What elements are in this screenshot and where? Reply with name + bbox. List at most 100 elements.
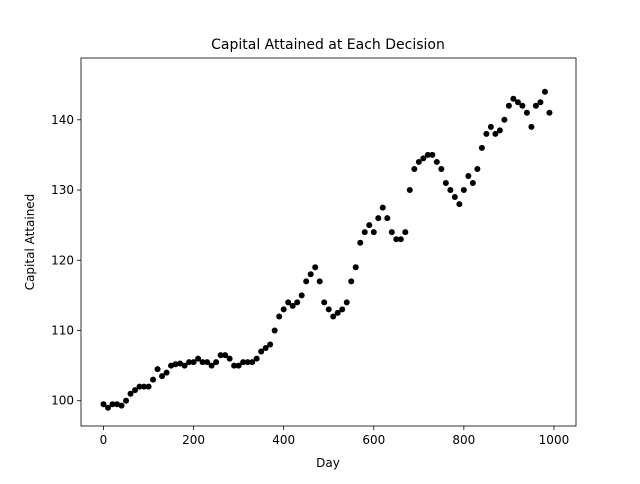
- point: [420, 155, 427, 162]
- y-tick-label: 100: [51, 394, 74, 408]
- x-tick-label: 400: [272, 433, 295, 447]
- x-axis-label: Day: [316, 456, 340, 470]
- point: [208, 362, 215, 369]
- y-tick-label: 130: [51, 183, 74, 197]
- point: [190, 359, 197, 366]
- point: [496, 127, 503, 134]
- point: [186, 359, 193, 366]
- point: [118, 402, 125, 409]
- point: [289, 302, 296, 309]
- point: [294, 299, 301, 306]
- point: [123, 397, 130, 404]
- point: [321, 299, 328, 306]
- point: [163, 369, 170, 376]
- point: [258, 348, 265, 355]
- point: [478, 144, 485, 151]
- point: [393, 236, 400, 243]
- point: [253, 355, 260, 362]
- point: [424, 151, 431, 158]
- point: [172, 361, 179, 368]
- point: [127, 390, 134, 397]
- point: [141, 383, 148, 390]
- point: [222, 352, 229, 359]
- point: [546, 109, 553, 116]
- point: [213, 359, 220, 366]
- point: [528, 123, 535, 130]
- point: [415, 158, 422, 165]
- point: [514, 99, 521, 106]
- point: [357, 239, 364, 246]
- point: [181, 362, 188, 369]
- plot-frame: [80, 57, 577, 427]
- point: [483, 130, 490, 137]
- point: [285, 299, 292, 306]
- point: [276, 313, 283, 320]
- point: [537, 99, 544, 106]
- point: [159, 373, 166, 380]
- point: [492, 130, 499, 137]
- point: [307, 271, 314, 278]
- point: [154, 366, 161, 373]
- point: [280, 306, 287, 313]
- point: [168, 362, 175, 369]
- point: [249, 359, 256, 366]
- point: [303, 278, 310, 285]
- point: [330, 313, 337, 320]
- point: [226, 355, 233, 362]
- point: [429, 151, 436, 158]
- point: [325, 306, 332, 313]
- point: [339, 306, 346, 313]
- point: [501, 116, 508, 123]
- point: [388, 229, 395, 236]
- point: [379, 204, 386, 211]
- point: [298, 292, 305, 299]
- point: [145, 383, 152, 390]
- point: [510, 95, 517, 102]
- point: [469, 180, 476, 187]
- point: [474, 165, 481, 172]
- point: [204, 359, 211, 366]
- point: [411, 165, 418, 172]
- point: [235, 362, 242, 369]
- point: [267, 341, 274, 348]
- point: [505, 102, 512, 109]
- point: [541, 88, 548, 95]
- point: [262, 345, 269, 352]
- point: [244, 359, 251, 366]
- x-tick-label: 0: [100, 433, 108, 447]
- point: [384, 215, 391, 222]
- point: [456, 201, 463, 208]
- point: [366, 222, 373, 229]
- point: [100, 401, 107, 408]
- point: [217, 352, 224, 359]
- point: [451, 194, 458, 201]
- point: [361, 229, 368, 236]
- x-tick-label: 1000: [539, 433, 570, 447]
- point: [460, 187, 467, 194]
- y-tick-label: 140: [51, 113, 74, 127]
- point: [397, 236, 404, 243]
- x-tick-label: 200: [182, 433, 205, 447]
- x-tick-label: 600: [362, 433, 385, 447]
- point: [402, 229, 409, 236]
- x-tick-label: 800: [452, 433, 475, 447]
- point: [532, 102, 539, 109]
- point: [132, 387, 139, 394]
- y-tick-label: 120: [51, 253, 74, 267]
- point: [136, 383, 143, 390]
- point: [465, 172, 472, 179]
- point: [199, 359, 206, 366]
- y-axis-label: Capital Attained: [23, 194, 37, 291]
- point: [519, 102, 526, 109]
- point: [523, 109, 530, 116]
- point: [370, 229, 377, 236]
- point: [109, 401, 116, 408]
- point: [438, 165, 445, 172]
- point: [240, 359, 247, 366]
- point: [487, 123, 494, 130]
- point: [343, 299, 350, 306]
- point: [312, 264, 319, 271]
- point: [105, 404, 112, 411]
- point: [447, 187, 454, 194]
